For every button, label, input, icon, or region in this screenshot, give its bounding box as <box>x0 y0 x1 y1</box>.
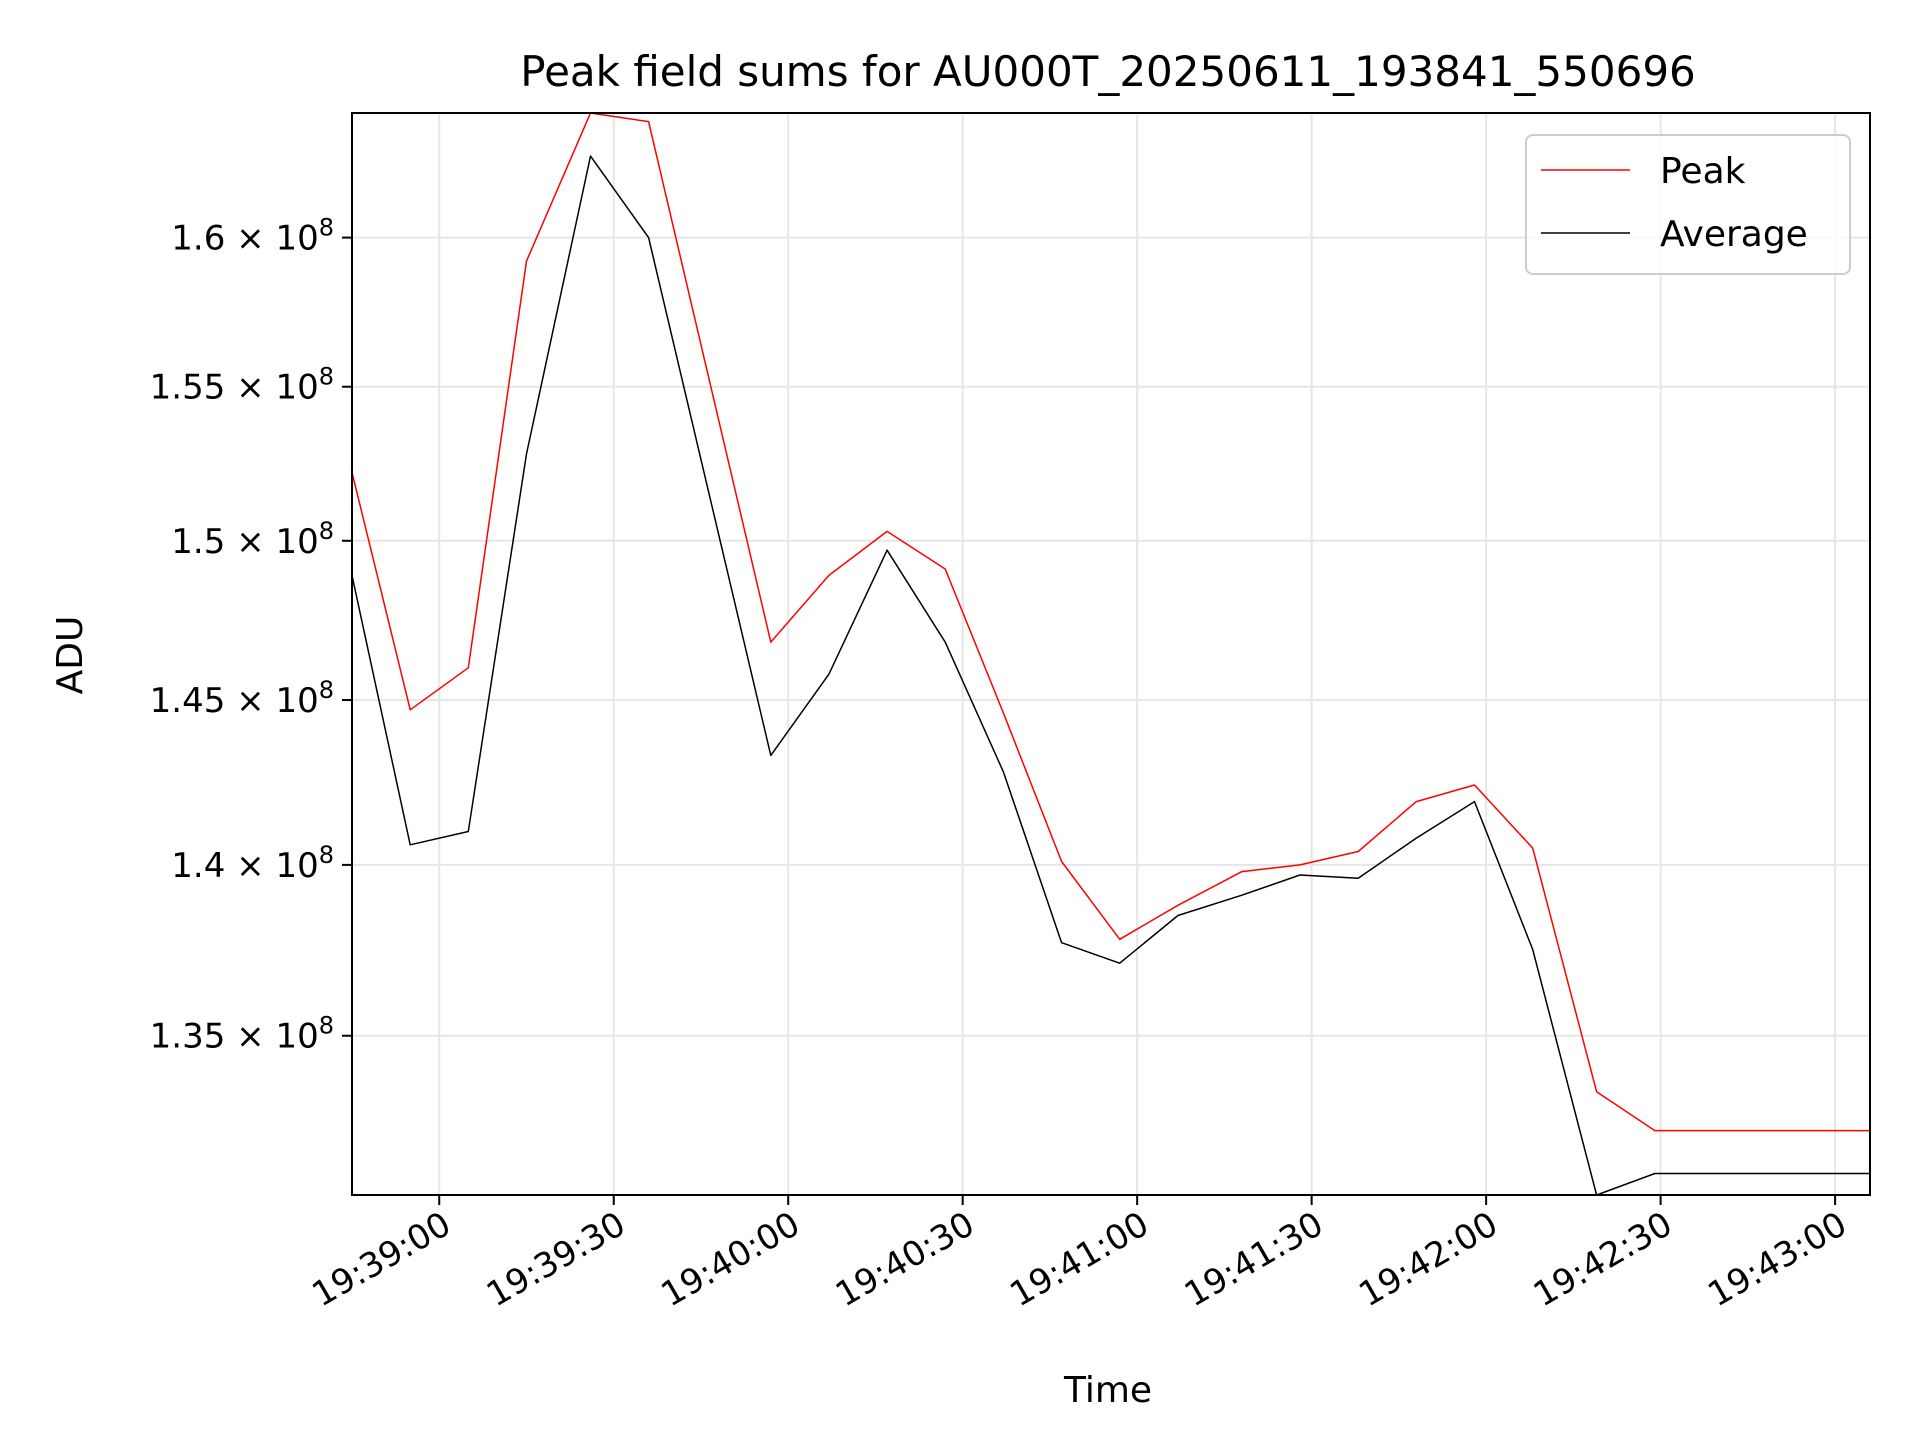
plot-frame <box>351 112 1871 1196</box>
y-tick-label: 1.4 × 108 <box>171 841 334 886</box>
grid-lines <box>352 113 1870 1195</box>
x-axis-label: Time <box>1063 1370 1152 1411</box>
series-lines <box>351 112 1870 1196</box>
legend: Peak Average <box>1525 134 1851 275</box>
legend-label-average: Average <box>1660 214 1808 255</box>
y-axis-label: ADU <box>50 616 91 695</box>
y-axis-ticks: 1.35 × 108 1.4 × 108 1.45 × 108 1.5 × 108 1.… <box>150 214 352 1057</box>
y-tick-label: 1.45 × 108 <box>150 676 334 721</box>
y-tick-label: 1.55 × 108 <box>150 363 334 408</box>
y-tick-label: 1.35 × 108 <box>150 1012 334 1057</box>
series-line-average <box>351 155 1870 1196</box>
series-line-peak <box>351 112 1870 1132</box>
y-tick-label: 1.5 × 108 <box>171 517 334 562</box>
y-tick-label: 1.6 × 108 <box>171 214 334 259</box>
legend-label-peak: Peak <box>1660 151 1746 192</box>
chart-title: Peak field sums for AU000T_20250611_1938… <box>520 47 1696 96</box>
